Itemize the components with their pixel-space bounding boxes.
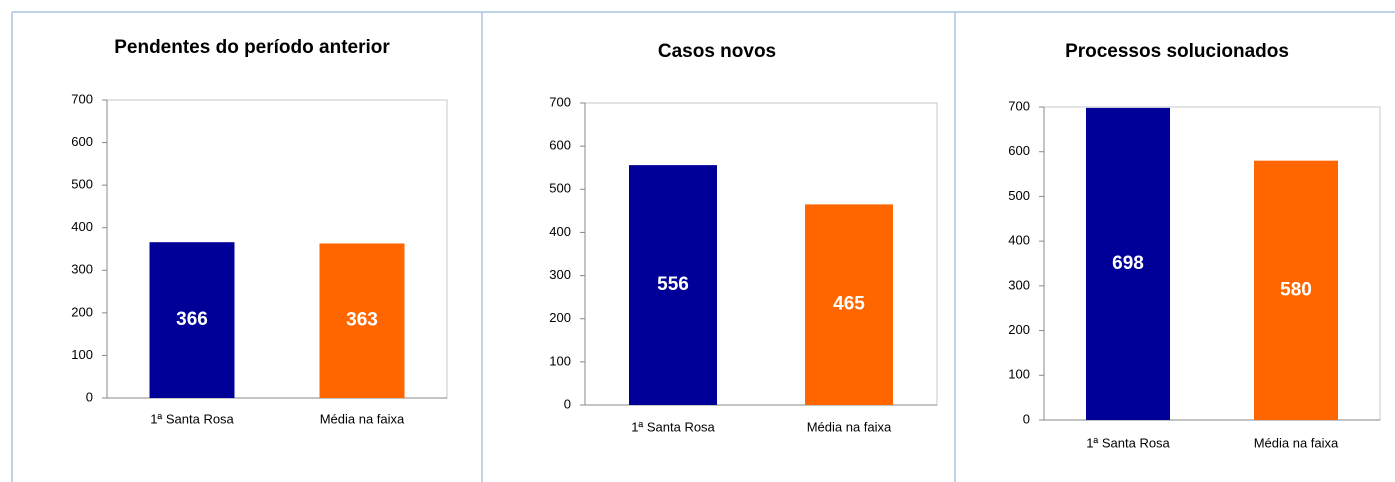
y-tick-label: 0 xyxy=(1023,411,1030,426)
y-tick-label: 500 xyxy=(1008,188,1030,203)
bar xyxy=(629,165,717,405)
y-tick-label: 200 xyxy=(1008,322,1030,337)
data-label: 556 xyxy=(657,274,689,295)
x-tick-label: Média na faixa xyxy=(807,419,892,434)
y-tick-label: 400 xyxy=(71,219,93,234)
y-tick-label: 200 xyxy=(71,304,93,319)
y-tick-label: 500 xyxy=(549,181,571,196)
chart-title: Processos solucionados xyxy=(1065,41,1289,62)
y-tick-label: 100 xyxy=(1008,367,1030,382)
y-tick-label: 500 xyxy=(71,177,93,192)
y-tick-label: 600 xyxy=(549,138,571,153)
bar xyxy=(149,242,235,398)
y-tick-label: 400 xyxy=(1008,233,1030,248)
data-label: 698 xyxy=(1112,253,1144,274)
y-tick-label: 100 xyxy=(71,347,93,362)
y-tick-label: 200 xyxy=(549,310,571,325)
y-tick-label: 100 xyxy=(549,353,571,368)
x-tick-label: Média na faixa xyxy=(1254,435,1339,450)
bar xyxy=(805,204,893,405)
y-tick-label: 0 xyxy=(564,396,571,411)
y-tick-label: 300 xyxy=(1008,277,1030,292)
bar xyxy=(319,243,405,398)
x-tick-label: 1ª Santa Rosa xyxy=(150,411,234,426)
y-tick-label: 700 xyxy=(549,94,571,109)
y-tick-label: 300 xyxy=(71,262,93,277)
chart-title: Pendentes do período anterior xyxy=(114,37,390,58)
y-tick-label: 0 xyxy=(86,389,93,404)
x-tick-label: 1ª Santa Rosa xyxy=(1086,435,1170,450)
data-label: 366 xyxy=(176,309,208,330)
chart-title: Casos novos xyxy=(658,41,776,62)
data-label: 580 xyxy=(1280,279,1312,300)
y-tick-label: 700 xyxy=(71,91,93,106)
bar xyxy=(1086,107,1170,420)
data-label: 363 xyxy=(346,310,378,331)
y-tick-label: 600 xyxy=(1008,143,1030,158)
y-tick-label: 300 xyxy=(549,267,571,282)
bar xyxy=(1254,160,1338,420)
y-tick-label: 600 xyxy=(71,134,93,149)
data-label: 465 xyxy=(833,294,865,315)
y-tick-label: 400 xyxy=(549,224,571,239)
y-tick-label: 700 xyxy=(1008,98,1030,113)
x-tick-label: Média na faixa xyxy=(320,411,405,426)
x-tick-label: 1ª Santa Rosa xyxy=(631,419,715,434)
